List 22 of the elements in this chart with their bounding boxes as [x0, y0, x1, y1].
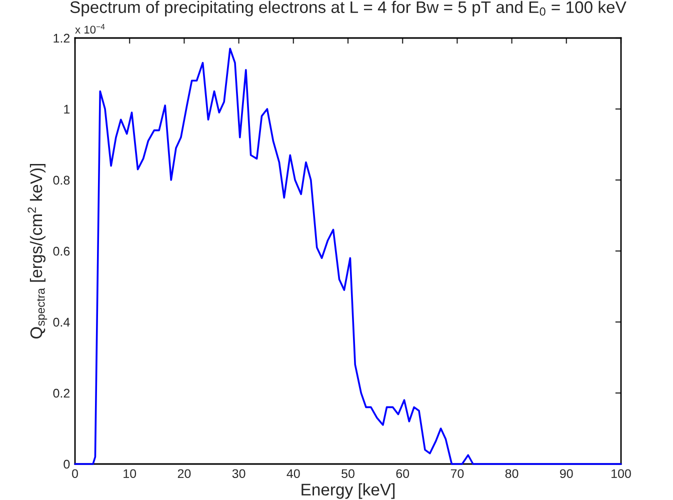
text: x 10$^{−4}$	[75, 24, 105, 34]
x-tick-label: 0	[72, 469, 78, 478]
x-tick-label: 100	[612, 469, 631, 478]
x-axis-title: Energy [keV]	[302, 483, 395, 499]
y-tick-label: 0.6	[53, 246, 70, 256]
x-tick-label: 80	[505, 469, 518, 478]
x-tick-label: 30	[232, 469, 246, 478]
chart-title: Spectrum of precipitating electrons at L = 4 for Bw = 5 pT and E$_{0}$ = 100 keV	[70, 0, 626, 16]
x-tick-label: 40	[286, 469, 300, 478]
x-tick-label: 20	[178, 469, 191, 478]
y-tick-label: 0	[64, 460, 70, 469]
y-tick-label: 0.2	[53, 388, 70, 398]
x-tick-label: 90	[560, 469, 573, 478]
y-tick-label: 1.2	[54, 34, 70, 43]
y-tick-label: 0.8	[53, 176, 70, 185]
y-tick-label: 0.4	[53, 318, 70, 327]
y-axis-title: Q$_{spectra}$ [ergs/(cm$^{2}$ keV)]	[28, 164, 48, 339]
y-tick-label: 1	[64, 104, 70, 114]
x-tick-label: 50	[342, 469, 354, 478]
x-tick-label: 60	[396, 469, 410, 478]
x-tick-label: 10	[124, 469, 136, 478]
x-tick-label: 70	[450, 469, 464, 478]
